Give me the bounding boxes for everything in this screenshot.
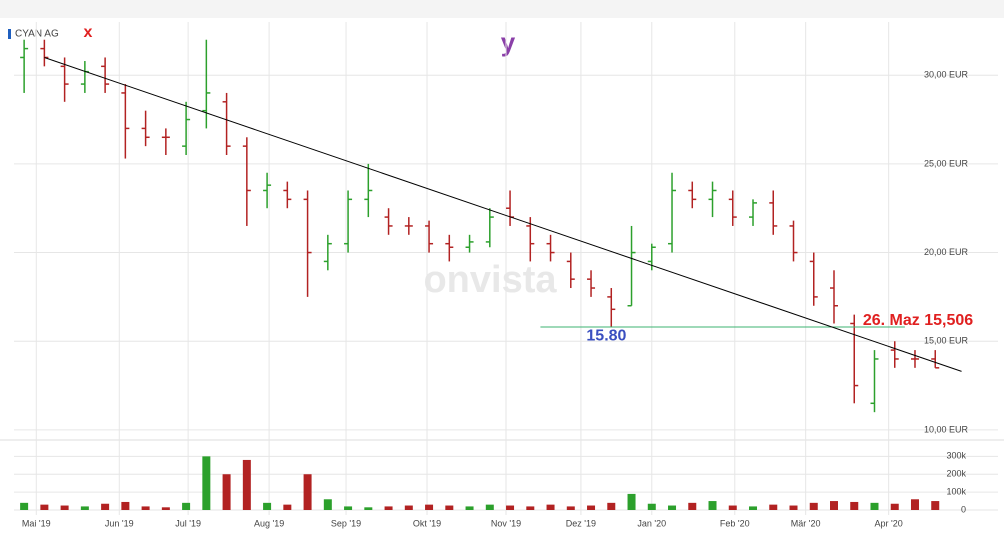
support-label: 15.80 — [586, 327, 626, 344]
volume-bar — [404, 505, 413, 510]
volume-bar — [506, 505, 515, 510]
v-tick-label: 200k — [946, 469, 966, 479]
y-tick-label: 15,00 EUR — [924, 336, 969, 346]
volume-bar — [303, 474, 312, 510]
x-annotation: x — [84, 24, 93, 41]
volume-bar — [890, 503, 899, 510]
volume-bar — [20, 502, 29, 510]
legend-label: CYAN AG — [15, 29, 59, 40]
trend-line — [44, 56, 962, 372]
volume-bar — [60, 505, 69, 510]
volume-bar — [40, 504, 49, 510]
volume-bar — [364, 507, 373, 510]
volume-bar — [728, 505, 737, 510]
volume-bar — [668, 505, 677, 510]
v-tick-label: 100k — [946, 486, 966, 496]
x-tick-label: Apr '20 — [875, 518, 903, 528]
volume-bar — [263, 502, 272, 510]
volume-bar — [101, 503, 110, 510]
y-tick-label: 10,00 EUR — [924, 424, 969, 434]
volume-bar — [627, 493, 636, 510]
y-tick-label: 25,00 EUR — [924, 158, 969, 168]
v-tick-label: 300k — [946, 451, 966, 461]
volume-bar — [931, 501, 940, 510]
volume-bar — [202, 456, 211, 510]
x-tick-label: Feb '20 — [720, 518, 750, 528]
price-note: 26. Maz 15,506 — [863, 312, 973, 329]
toolbar — [0, 0, 1004, 18]
volume-bar — [242, 459, 251, 510]
volume-bar — [809, 502, 818, 510]
x-tick-label: Sep '19 — [331, 518, 361, 528]
volume-bar — [121, 501, 130, 510]
volume-bar — [749, 506, 758, 510]
volume-bar — [688, 502, 697, 510]
volume-bar — [789, 505, 798, 510]
volume-bar — [647, 503, 656, 510]
x-tick-label: Dez '19 — [566, 518, 596, 528]
volume-bar — [161, 507, 170, 510]
volume-bar — [566, 506, 575, 510]
volume-bar — [323, 499, 332, 510]
x-tick-label: Jul '19 — [175, 518, 201, 528]
volume-bar — [283, 504, 292, 510]
volume-bar — [222, 474, 231, 510]
volume-bar — [830, 501, 838, 510]
legend-marker — [8, 29, 11, 39]
volume-bar — [425, 504, 434, 510]
watermark: onvista — [423, 259, 557, 301]
volume-bar — [607, 502, 616, 510]
volume-bar — [708, 501, 717, 510]
x-tick-label: Jan '20 — [637, 518, 666, 528]
x-tick-label: Mär '20 — [791, 518, 821, 528]
y-tick-label: 20,00 EUR — [924, 247, 969, 257]
volume-bar — [344, 506, 353, 510]
volume-bar — [870, 502, 879, 510]
x-tick-label: Aug '19 — [254, 518, 284, 528]
volume-bar — [384, 506, 393, 510]
y-annotation: y — [501, 27, 516, 57]
v-tick-label: 0 — [961, 504, 966, 514]
x-tick-label: Okt '19 — [413, 518, 441, 528]
volume-bar — [465, 506, 474, 510]
x-tick-label: Jun '19 — [105, 518, 134, 528]
volume-bar — [141, 506, 150, 510]
volume-bar — [445, 505, 454, 510]
volume-bar — [546, 504, 555, 510]
x-tick-label: Mai '19 — [22, 518, 51, 528]
volume-bar — [769, 504, 778, 510]
volume-bar — [80, 506, 89, 510]
volume-bar — [910, 499, 919, 510]
volume-bar — [587, 505, 596, 510]
volume-bar — [526, 506, 535, 510]
volume-bar — [850, 501, 859, 510]
volume-bar — [485, 504, 494, 510]
volume-bar — [182, 502, 191, 510]
y-tick-label: 30,00 EUR — [924, 70, 969, 80]
x-tick-label: Nov '19 — [491, 518, 521, 528]
